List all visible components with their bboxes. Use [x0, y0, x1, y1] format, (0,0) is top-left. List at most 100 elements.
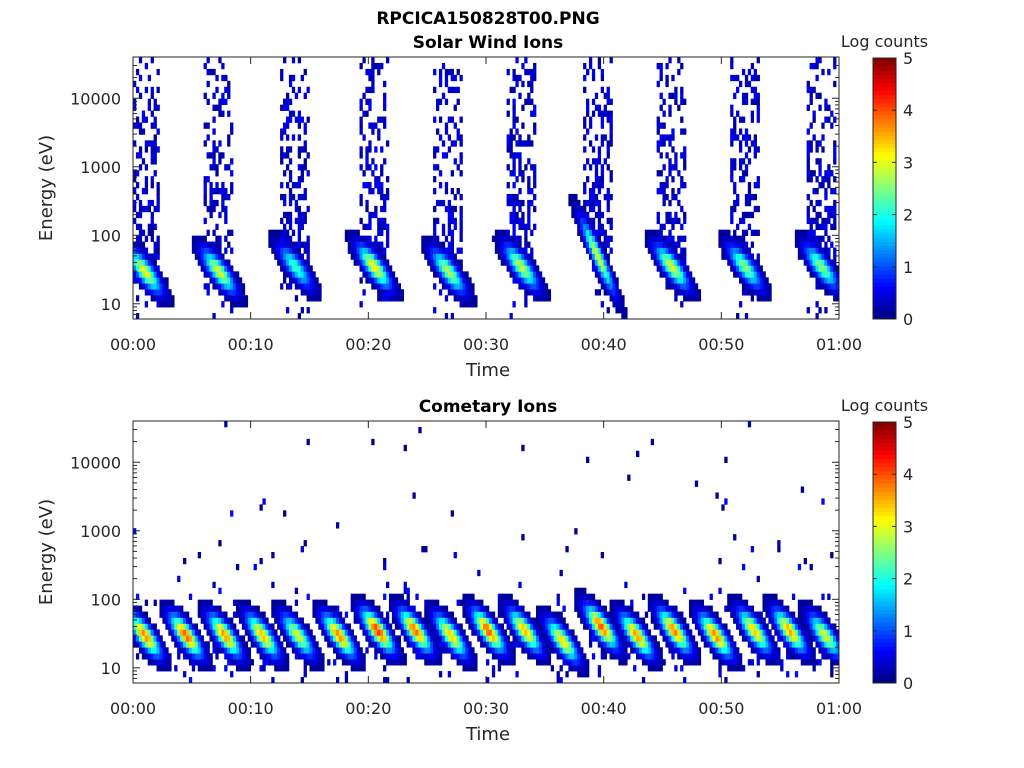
- heatmap-cell: [744, 599, 749, 606]
- heatmap-cell: [747, 617, 752, 624]
- heatmap-cell: [494, 229, 499, 236]
- heatmap-cell: [224, 421, 228, 428]
- heatmap-cell: [624, 647, 628, 654]
- heatmap-cell: [677, 265, 681, 272]
- heatmap-cell: [185, 653, 190, 660]
- heatmap-cell: [597, 182, 602, 189]
- heatmap-cell: [374, 647, 378, 654]
- heatmap-cell: [144, 617, 149, 624]
- heatmap-cell: [218, 540, 222, 547]
- heatmap-cell: [821, 283, 825, 290]
- heatmap-cell: [756, 259, 760, 266]
- heatmap-cell: [821, 265, 825, 272]
- heatmap-cell: [294, 587, 299, 595]
- heatmap-cell: [662, 659, 666, 666]
- heatmap-cell: [753, 134, 757, 141]
- heatmap-cell: [609, 617, 613, 624]
- heatmap-cell: [344, 659, 349, 666]
- heatmap-cell: [380, 629, 384, 636]
- heatmap-cell: [212, 92, 216, 100]
- colorbar-segment: [873, 528, 896, 533]
- heatmap-cell: [403, 611, 407, 618]
- heatmap-cell: [503, 253, 507, 260]
- heatmap-cell: [597, 253, 602, 260]
- heatmap-cell: [306, 647, 310, 654]
- heatmap-cell: [303, 289, 307, 296]
- heatmap-cell: [512, 211, 516, 219]
- heatmap-cell: [809, 223, 813, 231]
- heatmap-cell: [497, 253, 502, 260]
- heatmap-cell: [365, 235, 369, 242]
- heatmap-cell: [385, 241, 390, 248]
- heatmap-cell: [577, 665, 581, 672]
- heatmap-cell: [500, 623, 504, 630]
- heatmap-cell: [465, 301, 469, 308]
- heatmap-cell: [391, 647, 396, 654]
- heatmap-cell: [653, 617, 657, 624]
- heatmap-cell: [306, 438, 310, 446]
- heatmap-cell: [577, 659, 581, 666]
- heatmap-cell: [147, 641, 151, 648]
- heatmap-cell: [656, 146, 660, 153]
- heatmap-cell: [618, 307, 622, 314]
- heatmap-cell: [521, 259, 525, 266]
- heatmap-cell: [297, 283, 302, 290]
- heatmap-cell: [412, 629, 416, 636]
- heatmap-cell: [141, 277, 146, 284]
- heatmap-cell: [315, 295, 319, 302]
- heatmap-cell: [150, 92, 154, 100]
- heatmap-cell: [365, 98, 369, 105]
- heatmap-cell: [503, 611, 507, 618]
- heatmap-cell: [277, 659, 281, 666]
- heatmap-cell: [559, 611, 563, 618]
- heatmap-cell: [153, 158, 157, 165]
- heatmap-cell: [738, 653, 743, 660]
- heatmap-cell: [730, 665, 734, 672]
- heatmap-cell: [680, 289, 684, 296]
- heatmap-cell: [244, 623, 249, 630]
- colorbar-segment: [873, 131, 896, 136]
- heatmap-cell: [303, 92, 307, 100]
- heatmap-cell: [621, 313, 625, 320]
- heatmap-cell: [391, 593, 396, 600]
- heatmap-cell: [588, 623, 593, 630]
- heatmap-cell: [659, 229, 663, 236]
- heatmap-cell: [691, 289, 696, 296]
- heatmap-cell: [815, 92, 819, 100]
- heatmap-cell: [765, 647, 769, 654]
- heatmap-cell: [786, 647, 790, 654]
- heatmap-cell: [200, 605, 204, 612]
- heatmap-cell: [677, 283, 681, 290]
- heatmap-cell: [150, 253, 154, 260]
- panel-title: Solar Wind Ions: [413, 33, 564, 53]
- heatmap-cell: [768, 641, 772, 648]
- heatmap-cell: [500, 641, 504, 648]
- heatmap-cell: [738, 247, 743, 254]
- heatmap-cell: [744, 617, 749, 624]
- heatmap-cell: [830, 265, 834, 272]
- heatmap-cell: [506, 164, 510, 171]
- heatmap-cell: [591, 110, 596, 117]
- heatmap-cell: [800, 241, 805, 248]
- heatmap-cell: [450, 74, 454, 82]
- heatmap-cell: [215, 170, 219, 177]
- heatmap-cell: [138, 57, 143, 64]
- heatmap-cell: [636, 450, 640, 458]
- heatmap-cell: [506, 605, 510, 612]
- heatmap-cell: [356, 235, 360, 242]
- heatmap-cell: [321, 665, 325, 672]
- heatmap-cell: [756, 289, 760, 296]
- heatmap-cell: [359, 122, 363, 129]
- heatmap-cell: [833, 641, 837, 648]
- heatmap-cell: [144, 629, 149, 636]
- heatmap-cell: [818, 265, 822, 272]
- heatmap-cell: [512, 247, 516, 254]
- heatmap-cell: [306, 247, 310, 254]
- heatmap-cell: [671, 259, 675, 266]
- heatmap-cell: [674, 271, 678, 278]
- heatmap-cell: [285, 104, 290, 111]
- heatmap-cell: [244, 611, 249, 618]
- heatmap-cell: [703, 629, 707, 636]
- colorbar-segment: [873, 151, 896, 157]
- heatmap-cell: [762, 593, 766, 600]
